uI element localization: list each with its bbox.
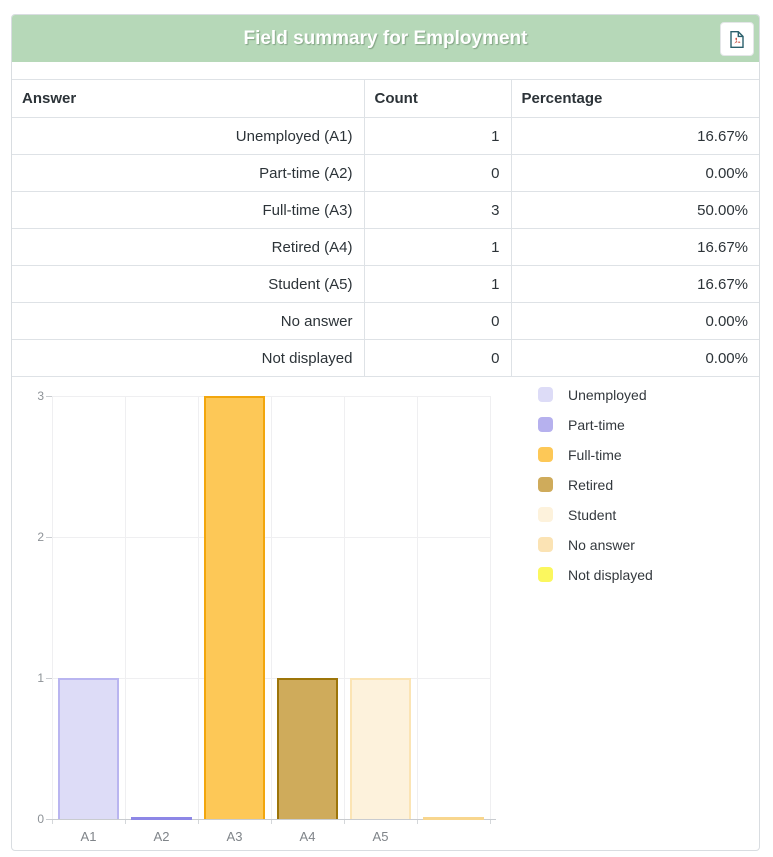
table-cell: 16.67%	[510, 228, 759, 266]
bar-no-answer	[423, 817, 484, 820]
legend-item[interactable]: Student	[538, 506, 653, 523]
legend-item[interactable]: Unemployed	[538, 386, 653, 403]
y-axis-tick	[46, 396, 52, 397]
x-axis-tick	[344, 820, 345, 824]
table-cell: Retired (A4)	[12, 228, 364, 266]
y-axis-tick	[46, 678, 52, 679]
x-axis-label: A5	[372, 829, 389, 844]
legend-label: Retired	[568, 476, 614, 493]
table-row: Retired (A4) 1 16.67%	[12, 228, 759, 266]
legend-label: Full-time	[568, 446, 622, 463]
table-cell: 0	[363, 339, 511, 377]
table-cell: Not displayed	[12, 339, 364, 377]
field-summary-card: Field summary for Employment Answer Coun…	[11, 14, 760, 851]
y-axis-tick-label: 0	[37, 812, 44, 826]
legend-label: Unemployed	[568, 386, 647, 403]
table-cell: 1	[363, 228, 511, 266]
table-header-row: Answer Count Percentage	[12, 79, 759, 118]
x-gridline	[125, 396, 126, 819]
legend-swatch	[538, 387, 553, 402]
legend-item[interactable]: Part-time	[538, 416, 653, 433]
legend-swatch	[538, 477, 553, 492]
table-cell: 0.00%	[510, 154, 759, 192]
x-axis-label: A4	[299, 829, 316, 844]
export-pdf-button[interactable]	[720, 22, 754, 56]
table-cell: 50.00%	[510, 191, 759, 229]
y-axis-tick	[46, 819, 52, 820]
x-axis-tick	[198, 820, 199, 824]
x-gridline	[198, 396, 199, 819]
table-row: Unemployed (A1) 1 16.67%	[12, 117, 759, 155]
table-cell: 1	[363, 265, 511, 303]
table-cell: 0.00%	[510, 302, 759, 340]
legend-item[interactable]: Full-time	[538, 446, 653, 463]
table-cell: 0.00%	[510, 339, 759, 377]
legend-item[interactable]: No answer	[538, 536, 653, 553]
table-cell: Unemployed (A1)	[12, 117, 364, 155]
x-axis-tick	[271, 820, 272, 824]
legend-label: Not displayed	[568, 566, 653, 583]
x-axis-tick	[417, 820, 418, 824]
table-cell: 3	[363, 191, 511, 229]
legend-swatch	[538, 447, 553, 462]
bar-chart: 0 1 2 3 A1 A2 A3 A4 A5 Unemployed Part-time Full-t…	[12, 377, 759, 850]
y-axis-tick-label: 1	[37, 671, 44, 685]
table-cell: 16.67%	[510, 117, 759, 155]
table-cell: Part-time (A2)	[12, 154, 364, 192]
legend-label: Student	[568, 506, 617, 523]
legend-label: No answer	[568, 536, 635, 553]
x-gridline	[417, 396, 418, 819]
column-header-count: Count	[363, 79, 511, 118]
x-gridline	[271, 396, 272, 819]
table-cell: Student (A5)	[12, 265, 364, 303]
x-axis-line	[52, 819, 496, 820]
legend-item[interactable]: Retired	[538, 476, 653, 493]
bar-a2	[131, 817, 192, 820]
x-axis-tick	[490, 820, 491, 824]
y-axis-tick-label: 2	[37, 530, 44, 544]
y-axis-tick-label: 3	[37, 389, 44, 403]
y-axis-tick	[46, 537, 52, 538]
x-gridline	[490, 396, 491, 819]
table-cell: Full-time (A3)	[12, 191, 364, 229]
table-cell: 0	[363, 154, 511, 192]
chart-legend: Unemployed Part-time Full-time Retired Stude…	[538, 387, 653, 597]
table-row: Not displayed 0 0.00%	[12, 339, 759, 377]
table-cell: 1	[363, 117, 511, 155]
card-header: Field summary for Employment	[12, 15, 759, 62]
column-header-percentage: Percentage	[510, 79, 759, 118]
x-axis-tick	[52, 820, 53, 824]
table-row: No answer 0 0.00%	[12, 302, 759, 340]
summary-table-body: Unemployed (A1) 1 16.67% Part-time (A2) 0 0.0…	[12, 117, 759, 377]
table-row: Student (A5) 1 16.67%	[12, 265, 759, 303]
legend-swatch	[538, 537, 553, 552]
table-cell: 16.67%	[510, 265, 759, 303]
x-axis-label: A1	[80, 829, 97, 844]
legend-label: Part-time	[568, 416, 625, 433]
x-gridline	[52, 396, 53, 819]
pdf-file-icon	[729, 30, 745, 49]
bar-a5	[350, 678, 411, 819]
bar-a4	[277, 678, 338, 819]
x-axis-label: A2	[153, 829, 170, 844]
summary-table: Answer Count Percentage Unemployed (A1) 1…	[12, 79, 759, 377]
column-header-answer: Answer	[12, 79, 364, 118]
x-gridline	[344, 396, 345, 819]
bar-a1	[58, 678, 119, 819]
legend-swatch	[538, 417, 553, 432]
table-cell: No answer	[12, 302, 364, 340]
table-row: Full-time (A3) 3 50.00%	[12, 191, 759, 229]
bar-a3	[204, 396, 265, 819]
x-axis-label: A3	[226, 829, 243, 844]
legend-item[interactable]: Not displayed	[538, 566, 653, 583]
legend-swatch	[538, 507, 553, 522]
x-axis-tick	[125, 820, 126, 824]
page-title: Field summary for Employment	[243, 28, 528, 49]
table-cell: 0	[363, 302, 511, 340]
table-row: Part-time (A2) 0 0.00%	[12, 154, 759, 192]
legend-swatch	[538, 567, 553, 582]
